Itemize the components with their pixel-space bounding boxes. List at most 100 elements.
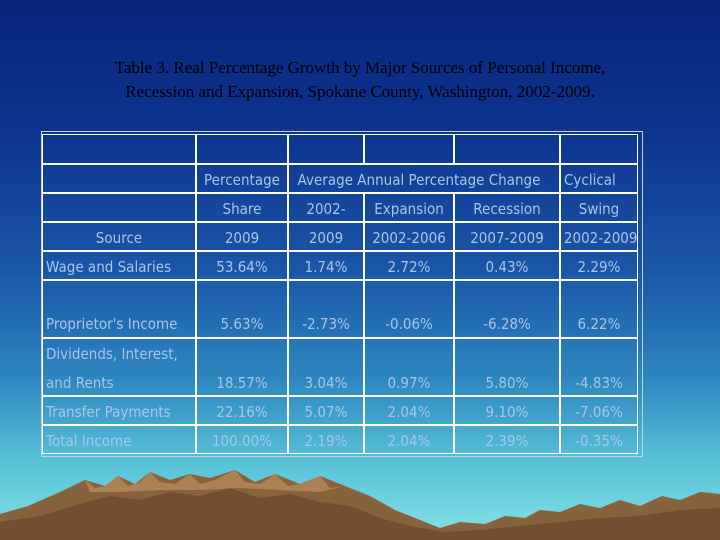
table-cell xyxy=(288,338,364,396)
table-cell xyxy=(42,396,196,425)
table-cell xyxy=(364,134,454,164)
table-cell xyxy=(42,251,196,280)
table-cell xyxy=(560,251,638,280)
table-cell xyxy=(196,193,288,222)
header-recession: Recession xyxy=(473,200,541,218)
table-cell xyxy=(42,280,196,338)
table-cell xyxy=(454,251,560,280)
table-cell-value: -0.35% xyxy=(575,432,623,450)
table-cell xyxy=(364,425,454,454)
row-label-total: Total Income xyxy=(46,432,132,450)
table-cell-value: 0.97% xyxy=(387,374,431,392)
table-cell-value: 0.43% xyxy=(485,258,529,276)
table-cell xyxy=(42,164,196,193)
table-cell xyxy=(364,396,454,425)
table-cell xyxy=(288,193,364,222)
header-percentage: Percentage xyxy=(204,171,280,189)
table-cell xyxy=(454,222,560,251)
table-cell xyxy=(196,134,288,164)
table-cell xyxy=(42,425,196,454)
table-cell-value: 2.39% xyxy=(485,432,529,450)
table-cell xyxy=(288,164,560,193)
table-cell xyxy=(560,164,638,193)
table-cell-value: 22.16% xyxy=(216,403,268,421)
table-cell xyxy=(454,338,560,396)
table-cell-value: -0.06% xyxy=(385,315,433,333)
table-cell xyxy=(288,134,364,164)
table-cell xyxy=(560,134,638,164)
table-cell-value: 2.19% xyxy=(304,432,348,450)
header-cyclical: Cyclical xyxy=(564,171,616,189)
income-growth-table: Percentage Average Annual Percentage Cha… xyxy=(41,131,643,457)
header-swing-years: 2002-2009 xyxy=(563,229,638,247)
table-cell xyxy=(196,338,288,396)
table-cell xyxy=(454,193,560,222)
table-cell-value: 2.04% xyxy=(387,403,431,421)
title-line-1: Table 3. Real Percentage Growth by Major… xyxy=(114,58,606,77)
table-cell-value: 6.22% xyxy=(577,315,621,333)
header-share: Share xyxy=(222,200,262,218)
table-cell xyxy=(196,251,288,280)
table-cell-value: 2.04% xyxy=(387,432,431,450)
table-cell xyxy=(288,222,364,251)
table-cell xyxy=(364,280,454,338)
table-cell-value: 3.04% xyxy=(304,374,348,392)
table-cell xyxy=(454,134,560,164)
table-cell xyxy=(560,425,638,454)
table-cell xyxy=(196,280,288,338)
row-label-dividends-line2: and Rents xyxy=(46,374,114,392)
table-cell xyxy=(42,134,196,164)
table-cell xyxy=(454,396,560,425)
header-avg-year: 2009 xyxy=(308,229,344,247)
header-expansion-years: 2002-2006 xyxy=(372,229,446,247)
table-cell xyxy=(560,222,638,251)
table-cell-value: 100.00% xyxy=(211,432,273,450)
table-cell xyxy=(560,396,638,425)
table-cell xyxy=(196,396,288,425)
table-cell xyxy=(288,425,364,454)
table-cell xyxy=(364,193,454,222)
table-cell xyxy=(42,338,196,396)
table-cell xyxy=(560,338,638,396)
table-cell-value: 9.10% xyxy=(485,403,529,421)
table-cell xyxy=(454,425,560,454)
table-cell xyxy=(560,280,638,338)
header-recession-years: 2007-2009 xyxy=(470,229,544,247)
row-label-dividends-line1: Dividends, Interest, xyxy=(46,345,178,363)
header-2002: 2002- xyxy=(306,200,346,218)
table-cell xyxy=(196,425,288,454)
table-cell-value: -6.28% xyxy=(483,315,531,333)
table-cell xyxy=(364,251,454,280)
header-average-annual-change: Average Annual Percentage Change xyxy=(297,171,541,189)
table-cell-value: -4.83% xyxy=(575,374,623,392)
table-cell xyxy=(454,280,560,338)
table-cell-value: 5.63% xyxy=(220,315,264,333)
table-cell xyxy=(560,193,638,222)
table-cell-value: 53.64% xyxy=(216,258,268,276)
table-cell xyxy=(364,338,454,396)
table-cell-value: 5.80% xyxy=(485,374,529,392)
table-cell xyxy=(288,251,364,280)
table-cell xyxy=(196,222,288,251)
slide-title: Table 3. Real Percentage Growth by Major… xyxy=(0,56,720,104)
table-cell-value: -2.73% xyxy=(302,315,350,333)
header-expansion: Expansion xyxy=(374,200,444,218)
table-cell xyxy=(196,164,288,193)
title-line-2: Recession and Expansion, Spokane County,… xyxy=(125,82,595,101)
row-label-wages: Wage and Salaries xyxy=(46,258,172,276)
table-cell-value: 18.57% xyxy=(216,374,268,392)
table-cell-value: -7.06% xyxy=(575,403,623,421)
table-cell-value: 1.74% xyxy=(304,258,348,276)
table-cell xyxy=(364,222,454,251)
header-source: Source xyxy=(95,229,143,247)
row-label-proprietors: Proprietor's Income xyxy=(46,315,178,333)
table-cell xyxy=(288,396,364,425)
table-cell-value: 2.72% xyxy=(387,258,431,276)
mountain-range-decoration xyxy=(0,470,720,540)
header-share-year: 2009 xyxy=(224,229,260,247)
table-cell xyxy=(42,193,196,222)
table-cell-value: 2.29% xyxy=(577,258,621,276)
table-cell xyxy=(42,222,196,251)
header-swing: Swing xyxy=(578,200,620,218)
table-cell-value: 5.07% xyxy=(304,403,348,421)
